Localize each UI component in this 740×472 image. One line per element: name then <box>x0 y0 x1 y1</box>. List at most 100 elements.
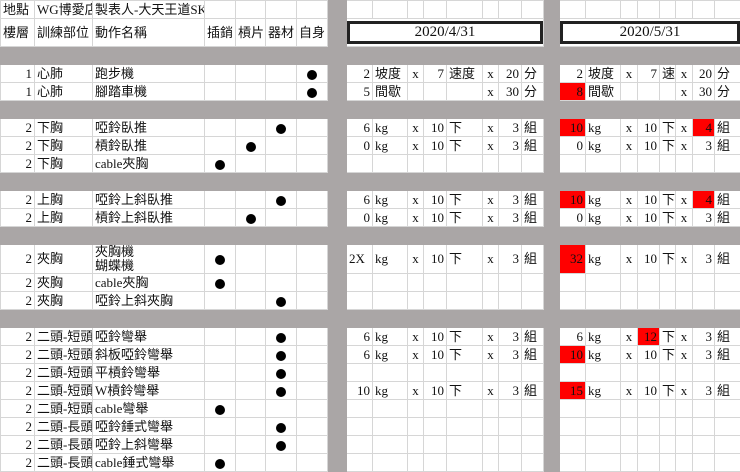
plan-1-cell[interactable] <box>499 400 522 418</box>
header-bodyweight[interactable]: 自身 <box>297 19 328 47</box>
plan-2-cell[interactable]: 0 <box>560 209 586 227</box>
mark-cell[interactable] <box>297 418 328 436</box>
location-label[interactable]: 地點 <box>1 1 35 19</box>
mark-cell[interactable] <box>205 346 236 364</box>
plan-1-cell[interactable] <box>447 418 483 436</box>
plan-1-cell[interactable]: x <box>408 328 424 346</box>
exercise-cell[interactable]: 跑步機 <box>93 65 205 83</box>
plan-1-cell[interactable] <box>424 83 447 101</box>
author-cell[interactable]: 製表人-大天王道SKY <box>93 1 205 19</box>
plan-2-cell[interactable] <box>693 155 715 173</box>
mark-cell[interactable] <box>236 364 266 382</box>
plan-1-cell[interactable] <box>499 418 522 436</box>
plan-1-cell[interactable]: x <box>483 119 499 137</box>
mark-cell[interactable] <box>266 65 297 83</box>
part-cell[interactable]: 心肺 <box>35 83 93 101</box>
plan-1-cell[interactable]: kg <box>373 328 408 346</box>
mark-cell[interactable] <box>205 65 236 83</box>
plan-1-cell[interactable]: 下 <box>447 191 483 209</box>
plan-2-cell[interactable]: 10 <box>638 382 660 400</box>
plan-2-cell[interactable]: x <box>676 346 693 364</box>
plan-2-cell[interactable] <box>560 155 586 173</box>
mark-cell[interactable] <box>236 436 266 454</box>
plan-1-cell[interactable]: 組 <box>522 137 544 155</box>
mark-cell[interactable] <box>266 418 297 436</box>
exercise-cell[interactable]: 啞鈴上斜臥推 <box>93 191 205 209</box>
location-value[interactable]: WG博愛店 <box>35 1 93 19</box>
mark-cell[interactable] <box>266 346 297 364</box>
plan-1-cell[interactable] <box>522 364 544 382</box>
plan-1-cell[interactable] <box>483 274 499 292</box>
plan-1-cell[interactable]: 6 <box>347 119 373 137</box>
plan-2-cell[interactable]: 30 <box>693 83 715 101</box>
plan-2-cell[interactable]: 分 <box>715 83 740 101</box>
plan-2-cell[interactable] <box>676 400 693 418</box>
plan-2-cell[interactable]: x <box>676 137 693 155</box>
plan-2-cell[interactable]: kg <box>586 245 621 274</box>
plan-2-cell[interactable]: 2 <box>560 65 586 83</box>
plan-1-cell[interactable] <box>522 418 544 436</box>
mark-cell[interactable] <box>236 209 266 227</box>
exercise-cell[interactable]: 啞鈴臥推 <box>93 119 205 137</box>
part-cell[interactable]: 二頭-長頭 <box>35 436 93 454</box>
plan-1-cell[interactable]: 3 <box>499 209 522 227</box>
cell[interactable] <box>522 1 544 19</box>
plan-1-cell[interactable]: x <box>408 119 424 137</box>
plan-2-cell[interactable]: 下 <box>660 346 676 364</box>
exercise-cell[interactable]: 平槓鈴彎舉 <box>93 364 205 382</box>
plan-2-cell[interactable]: 8 <box>560 83 586 101</box>
plan-2-cell[interactable]: 6 <box>560 328 586 346</box>
floor-cell[interactable]: 1 <box>1 83 35 101</box>
exercise-cell[interactable]: W槓鈴彎舉 <box>93 382 205 400</box>
plan-1-cell[interactable] <box>499 292 522 310</box>
plan-1-cell[interactable]: 下 <box>447 346 483 364</box>
mark-cell[interactable] <box>236 382 266 400</box>
cell[interactable] <box>676 1 693 19</box>
plan-1-cell[interactable] <box>447 292 483 310</box>
floor-cell[interactable]: 2 <box>1 346 35 364</box>
plan-2-cell[interactable] <box>586 436 621 454</box>
plan-1-cell[interactable]: 3 <box>499 245 522 274</box>
plan-1-cell[interactable] <box>447 155 483 173</box>
plan-2-cell[interactable] <box>586 400 621 418</box>
exercise-cell[interactable]: cable夾胸 <box>93 155 205 173</box>
plan-1-cell[interactable] <box>424 274 447 292</box>
plan-1-cell[interactable] <box>447 274 483 292</box>
cell[interactable] <box>297 1 328 19</box>
plan-1-cell[interactable]: 下 <box>447 119 483 137</box>
plan-2-cell[interactable]: 4 <box>693 191 715 209</box>
mark-cell[interactable] <box>297 328 328 346</box>
plan-2-cell[interactable] <box>560 292 586 310</box>
plan-1-cell[interactable]: kg <box>373 382 408 400</box>
mark-cell[interactable] <box>266 191 297 209</box>
mark-cell[interactable] <box>236 400 266 418</box>
part-cell[interactable]: 二頭-短頭 <box>35 328 93 346</box>
mark-cell[interactable] <box>266 245 297 274</box>
cell[interactable] <box>266 1 297 19</box>
plan-2-cell[interactable]: x <box>621 137 638 155</box>
plan-1-cell[interactable] <box>347 400 373 418</box>
plan-2-cell[interactable] <box>693 436 715 454</box>
plan-2-cell[interactable] <box>586 274 621 292</box>
mark-cell[interactable] <box>205 209 236 227</box>
floor-cell[interactable]: 2 <box>1 155 35 173</box>
plan-1-cell[interactable]: x <box>483 65 499 83</box>
floor-cell[interactable]: 2 <box>1 400 35 418</box>
plan-1-cell[interactable] <box>347 364 373 382</box>
mark-cell[interactable] <box>236 155 266 173</box>
mark-cell[interactable] <box>236 83 266 101</box>
plan-2-cell[interactable] <box>621 418 638 436</box>
floor-cell[interactable]: 2 <box>1 119 35 137</box>
plan-1-cell[interactable]: 6 <box>347 191 373 209</box>
plan-2-cell[interactable] <box>715 436 740 454</box>
header-part[interactable]: 訓練部位 <box>35 19 93 47</box>
plan-1-cell[interactable] <box>483 418 499 436</box>
plan-1-cell[interactable] <box>408 155 424 173</box>
cell[interactable] <box>693 1 715 19</box>
plan-1-cell[interactable]: 組 <box>522 382 544 400</box>
plan-1-cell[interactable]: kg <box>373 137 408 155</box>
plan-1-cell[interactable] <box>483 400 499 418</box>
plan-2-cell[interactable] <box>676 364 693 382</box>
plan-2-cell[interactable] <box>586 292 621 310</box>
plan-2-cell[interactable] <box>638 274 660 292</box>
